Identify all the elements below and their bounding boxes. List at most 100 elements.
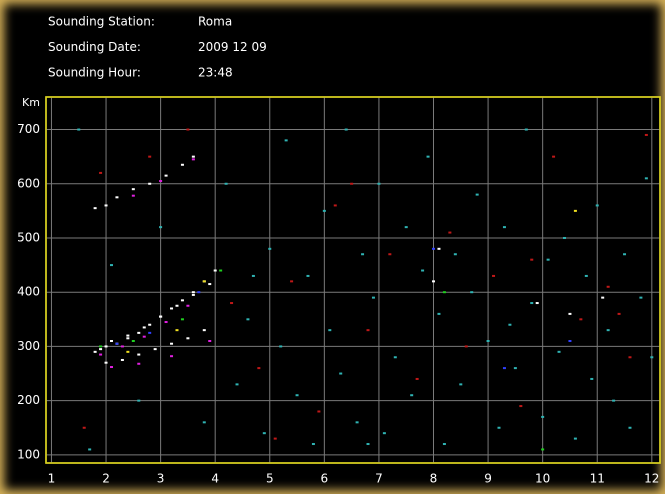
- y-tick-label: 600: [17, 176, 40, 190]
- echo-point: [159, 315, 163, 318]
- echo-point: [109, 264, 113, 267]
- echo-point: [126, 350, 130, 353]
- echo-point: [557, 350, 561, 353]
- echo-point: [180, 299, 184, 302]
- echo-point: [284, 139, 288, 142]
- echo-point: [208, 340, 212, 342]
- x-tick-label: 6: [321, 472, 329, 486]
- echo-point: [186, 304, 190, 307]
- echo-point: [519, 405, 523, 408]
- echo-point: [99, 345, 103, 348]
- y-tick-label: 200: [17, 393, 40, 407]
- echo-point: [361, 253, 365, 256]
- echo-point: [437, 312, 441, 315]
- echo-point: [628, 426, 632, 429]
- echo-point: [170, 342, 174, 345]
- plot-border: [45, 96, 661, 464]
- info-label: Sounding Hour:: [48, 66, 141, 80]
- echo-point: [562, 236, 566, 239]
- y-tick-label: 500: [17, 230, 40, 244]
- echo-point: [579, 318, 583, 321]
- echo-point: [99, 348, 103, 351]
- echo-point: [426, 155, 430, 158]
- echo-point: [502, 226, 506, 229]
- echo-point: [371, 296, 375, 299]
- echo-point: [273, 437, 277, 440]
- echo-point: [131, 194, 135, 197]
- echo-point: [164, 174, 168, 177]
- echo-point: [628, 356, 632, 359]
- echo-point: [617, 312, 621, 315]
- echo-point: [197, 291, 201, 294]
- echo-point: [432, 247, 436, 250]
- echo-point: [606, 329, 610, 332]
- echo-point: [202, 329, 206, 332]
- echo-point: [541, 415, 545, 418]
- echo-point: [175, 304, 179, 307]
- echo-point: [88, 448, 92, 451]
- echo-point: [524, 128, 528, 131]
- echo-point: [251, 274, 255, 277]
- info-value: 23:48: [198, 66, 233, 80]
- echo-point: [148, 331, 152, 334]
- x-tick-label: 7: [375, 472, 383, 486]
- echo-point: [120, 358, 124, 361]
- echo-point: [104, 345, 108, 348]
- echo-point: [191, 155, 195, 158]
- echo-point: [268, 247, 272, 250]
- echo-point: [246, 318, 250, 321]
- info-value: Roma: [198, 15, 232, 29]
- echo-point: [442, 443, 446, 446]
- y-tick-label: 100: [17, 447, 40, 461]
- echo-point: [623, 253, 627, 256]
- echo-point: [601, 296, 605, 299]
- echo-point: [175, 329, 179, 332]
- echo-point: [322, 209, 326, 212]
- echo-point: [606, 285, 610, 288]
- echo-point: [595, 204, 599, 207]
- echo-point: [180, 318, 184, 321]
- echo-point: [328, 329, 332, 332]
- echo-point: [573, 437, 577, 440]
- echo-point: [159, 226, 163, 229]
- echo-point: [279, 345, 283, 348]
- echo-point: [290, 280, 294, 283]
- echo-point: [573, 209, 577, 212]
- echo-point: [131, 188, 135, 191]
- echo-point: [126, 334, 130, 337]
- echo-point: [530, 302, 534, 305]
- echo-point: [142, 326, 146, 329]
- echo-point: [612, 399, 616, 402]
- echo-point: [492, 274, 496, 277]
- echo-point: [470, 291, 474, 294]
- info-value: 2009 12 09: [198, 40, 267, 54]
- x-tick-label: 5: [266, 472, 274, 486]
- echo-point: [453, 253, 457, 256]
- echo-point: [99, 353, 103, 356]
- echo-point: [568, 340, 572, 342]
- echo-point: [104, 204, 108, 207]
- echo-point: [590, 377, 594, 380]
- echo-point: [142, 335, 146, 338]
- y-tick-label: 700: [17, 122, 40, 136]
- echo-point: [377, 182, 381, 185]
- info-label: Sounding Station:: [48, 15, 155, 29]
- echo-point: [186, 128, 190, 131]
- echo-point: [535, 302, 539, 305]
- echo-point: [191, 293, 195, 296]
- echo-point: [82, 426, 86, 429]
- echo-point: [137, 399, 141, 402]
- echo-point: [93, 207, 97, 210]
- x-tick-label: 1: [48, 472, 56, 486]
- echo-point: [644, 177, 648, 180]
- echo-point: [120, 345, 124, 348]
- y-axis-label: Km: [22, 96, 40, 109]
- echo-point: [126, 337, 130, 340]
- echo-point: [77, 128, 81, 131]
- echo-point: [202, 280, 206, 283]
- echo-point: [541, 448, 545, 451]
- x-tick-label: 11: [590, 472, 605, 486]
- echo-point: [262, 432, 266, 435]
- echo-point: [153, 348, 157, 351]
